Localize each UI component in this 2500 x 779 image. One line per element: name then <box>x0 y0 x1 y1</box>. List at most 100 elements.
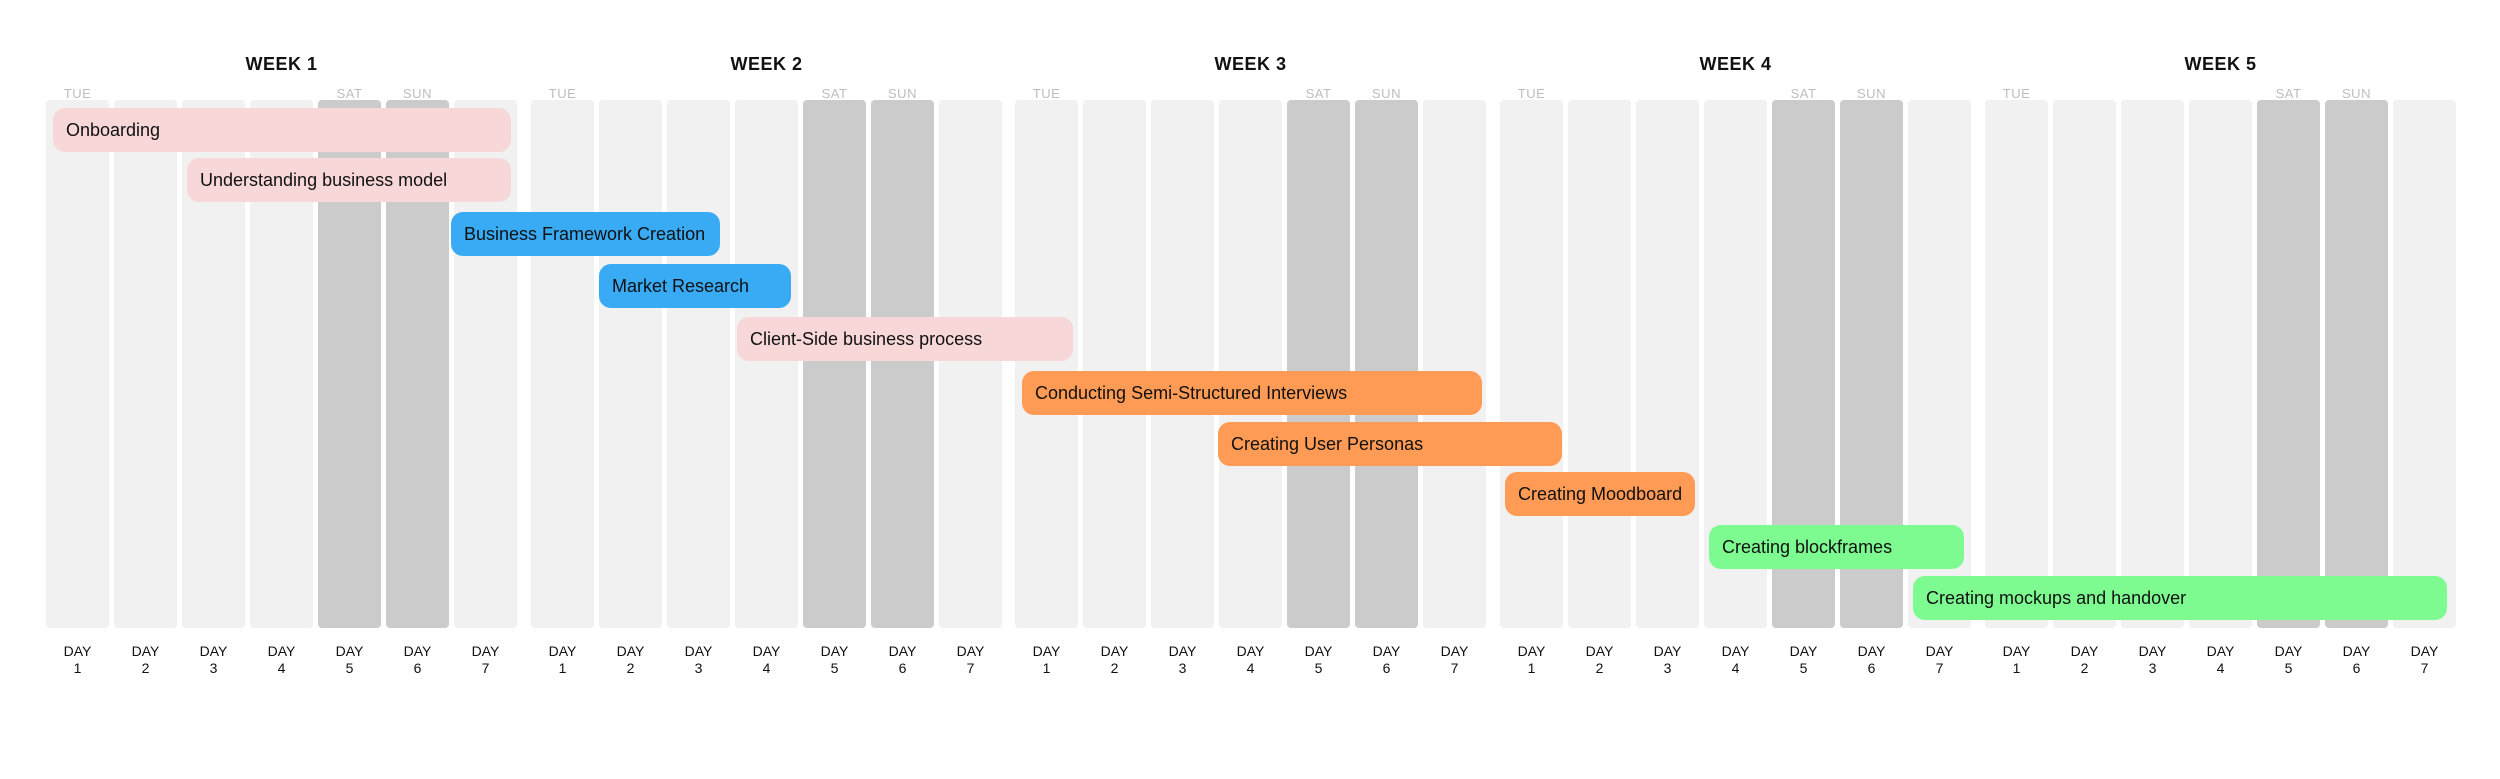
task-label: Onboarding <box>66 119 161 140</box>
day-label: DAY 2 <box>2053 643 2116 677</box>
day-number: 3 <box>209 660 218 676</box>
day-label: DAY 6 <box>2325 643 2388 677</box>
day-number: 3 <box>1178 660 1187 676</box>
task-bar[interactable]: Creating blockframes <box>1709 525 1964 569</box>
task-bar[interactable]: Client-Side business process <box>737 317 1073 361</box>
day-column <box>2393 100 2456 628</box>
day-column <box>939 100 1002 628</box>
day-number: 2 <box>141 660 150 676</box>
day-label: DAY 5 <box>318 643 381 677</box>
task-label: Creating blockframes <box>1722 536 1893 557</box>
day-label: DAY 1 <box>1985 643 2048 677</box>
task-bar[interactable]: Understanding business model <box>187 158 511 202</box>
day-label: DAY 7 <box>2393 643 2456 677</box>
day-label: DAY 5 <box>803 643 866 677</box>
day-number: 4 <box>762 660 771 676</box>
day-name-label: SUN <box>1857 86 1886 101</box>
day-prefix: DAY <box>548 643 577 659</box>
day-prefix: DAY <box>1925 643 1954 659</box>
day-prefix: DAY <box>2002 643 2031 659</box>
day-number: 5 <box>345 660 354 676</box>
weekend-column <box>2325 100 2388 628</box>
day-prefix: DAY <box>199 643 228 659</box>
day-number: 7 <box>1450 660 1459 676</box>
day-prefix: DAY <box>956 643 985 659</box>
task-label: Creating User Personas <box>1231 433 1424 454</box>
task-bar[interactable]: Conducting Semi-Structured Interviews <box>1022 371 1482 415</box>
day-number: 1 <box>558 660 567 676</box>
day-label: DAY 5 <box>1772 643 1835 677</box>
day-column <box>531 100 594 628</box>
day-prefix: DAY <box>2070 643 2099 659</box>
day-column <box>2053 100 2116 628</box>
day-prefix: DAY <box>2206 643 2235 659</box>
task-bar[interactable]: Creating Moodboard <box>1505 472 1695 516</box>
day-number: 6 <box>413 660 422 676</box>
day-prefix: DAY <box>1721 643 1750 659</box>
day-label: DAY 1 <box>531 643 594 677</box>
day-number: 4 <box>1731 660 1740 676</box>
week-title: WEEK 2 <box>730 54 803 74</box>
day-column <box>1985 100 2048 628</box>
day-number: 6 <box>898 660 907 676</box>
day-prefix: DAY <box>1653 643 1682 659</box>
day-prefix: DAY <box>2410 643 2439 659</box>
day-number: 7 <box>966 660 975 676</box>
day-number: 2 <box>1595 660 1604 676</box>
day-name-label: SAT <box>821 86 848 101</box>
day-prefix: DAY <box>1857 643 1886 659</box>
task-bar[interactable]: Creating User Personas <box>1218 422 1562 466</box>
day-column <box>1500 100 1563 628</box>
day-prefix: DAY <box>888 643 917 659</box>
task-bar[interactable]: Business Framework Creation <box>451 212 720 256</box>
day-label: DAY 3 <box>182 643 245 677</box>
day-name-label: TUE <box>548 86 577 101</box>
day-label: DAY 7 <box>1908 643 1971 677</box>
day-prefix: DAY <box>752 643 781 659</box>
day-label: DAY 6 <box>386 643 449 677</box>
weekend-column <box>871 100 934 628</box>
day-label: DAY 4 <box>1704 643 1767 677</box>
day-label: DAY 3 <box>2121 643 2184 677</box>
day-number: 6 <box>1382 660 1391 676</box>
day-name-label: SUN <box>2342 86 2371 101</box>
weekend-column <box>1287 100 1350 628</box>
day-prefix: DAY <box>1304 643 1333 659</box>
day-name-label: SAT <box>1790 86 1817 101</box>
task-bar[interactable]: Creating mockups and handover <box>1913 576 2447 620</box>
day-name-label: TUE <box>1517 86 1546 101</box>
day-number: 5 <box>1799 660 1808 676</box>
day-prefix: DAY <box>684 643 713 659</box>
day-label: DAY 2 <box>1568 643 1631 677</box>
day-prefix: DAY <box>1236 643 1265 659</box>
day-number: 1 <box>1527 660 1536 676</box>
day-number: 4 <box>1246 660 1255 676</box>
task-label: Business Framework Creation <box>464 223 706 244</box>
day-number: 5 <box>2284 660 2293 676</box>
day-number: 3 <box>694 660 703 676</box>
day-label: DAY 5 <box>1287 643 1350 677</box>
day-number: 7 <box>2420 660 2429 676</box>
day-prefix: DAY <box>471 643 500 659</box>
task-label: Conducting Semi-Structured Interviews <box>1035 382 1348 403</box>
weekend-column <box>2257 100 2320 628</box>
week-title: WEEK 5 <box>2184 54 2257 74</box>
task-label: Understanding business model <box>200 169 448 190</box>
day-label: DAY 4 <box>735 643 798 677</box>
day-label: DAY 3 <box>667 643 730 677</box>
day-column <box>1219 100 1282 628</box>
day-prefix: DAY <box>131 643 160 659</box>
day-label: DAY 6 <box>1840 643 1903 677</box>
day-prefix: DAY <box>820 643 849 659</box>
task-bar[interactable]: Onboarding <box>53 108 511 152</box>
day-prefix: DAY <box>616 643 645 659</box>
day-label: DAY 2 <box>599 643 662 677</box>
task-bar[interactable]: Market Research <box>599 264 791 308</box>
day-prefix: DAY <box>2342 643 2371 659</box>
day-label: DAY 6 <box>1355 643 1418 677</box>
day-column <box>667 100 730 628</box>
day-number: 2 <box>1110 660 1119 676</box>
day-prefix: DAY <box>1032 643 1061 659</box>
week-title: WEEK 3 <box>1214 54 1287 74</box>
day-number: 7 <box>481 660 490 676</box>
